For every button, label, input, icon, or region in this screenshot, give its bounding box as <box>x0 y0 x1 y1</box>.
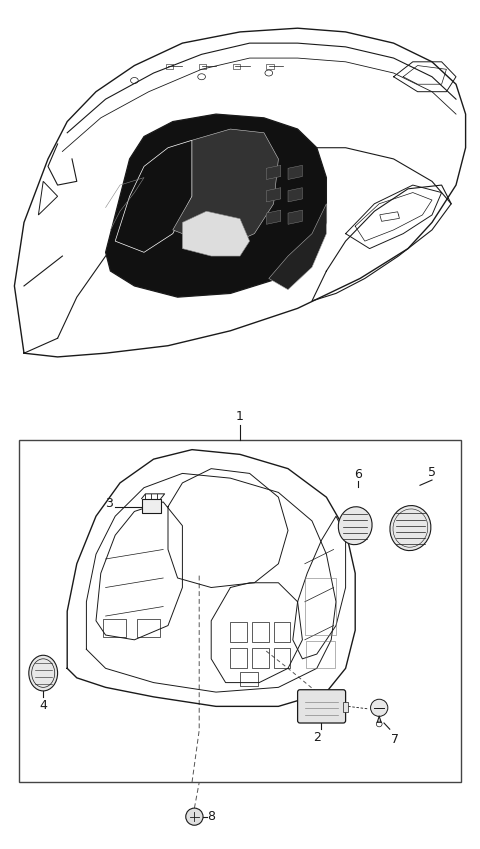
Bar <box>343 701 348 712</box>
Text: 4: 4 <box>39 700 47 712</box>
Circle shape <box>371 700 388 717</box>
Polygon shape <box>266 166 281 179</box>
Bar <box>199 64 206 70</box>
Bar <box>233 64 240 70</box>
Bar <box>380 211 399 222</box>
Bar <box>274 622 290 642</box>
Bar <box>274 649 290 668</box>
Bar <box>266 64 274 70</box>
Polygon shape <box>266 210 281 224</box>
Polygon shape <box>173 129 278 249</box>
Bar <box>305 578 336 635</box>
Bar <box>230 622 247 642</box>
Bar <box>103 620 126 638</box>
Polygon shape <box>288 166 302 179</box>
Text: 6: 6 <box>354 468 361 481</box>
Bar <box>137 620 160 638</box>
Text: 3: 3 <box>105 498 113 510</box>
Polygon shape <box>288 210 302 224</box>
Bar <box>306 641 335 668</box>
Polygon shape <box>115 140 192 252</box>
Polygon shape <box>182 211 250 256</box>
FancyBboxPatch shape <box>298 689 346 723</box>
Text: 7: 7 <box>391 733 399 745</box>
Bar <box>252 649 269 668</box>
Bar <box>252 622 269 642</box>
Bar <box>19 440 461 783</box>
Bar <box>240 672 258 686</box>
Bar <box>230 649 247 668</box>
Ellipse shape <box>29 655 58 691</box>
Text: 1: 1 <box>236 410 244 424</box>
Polygon shape <box>106 114 326 297</box>
Bar <box>142 498 161 513</box>
Text: 8: 8 <box>207 810 216 824</box>
Text: 2: 2 <box>313 731 321 744</box>
Ellipse shape <box>338 507 372 545</box>
Circle shape <box>186 808 203 825</box>
Ellipse shape <box>390 505 431 551</box>
Bar <box>166 64 173 70</box>
Text: 5: 5 <box>428 466 436 479</box>
Polygon shape <box>269 204 326 290</box>
Polygon shape <box>266 188 281 202</box>
Polygon shape <box>288 188 302 202</box>
